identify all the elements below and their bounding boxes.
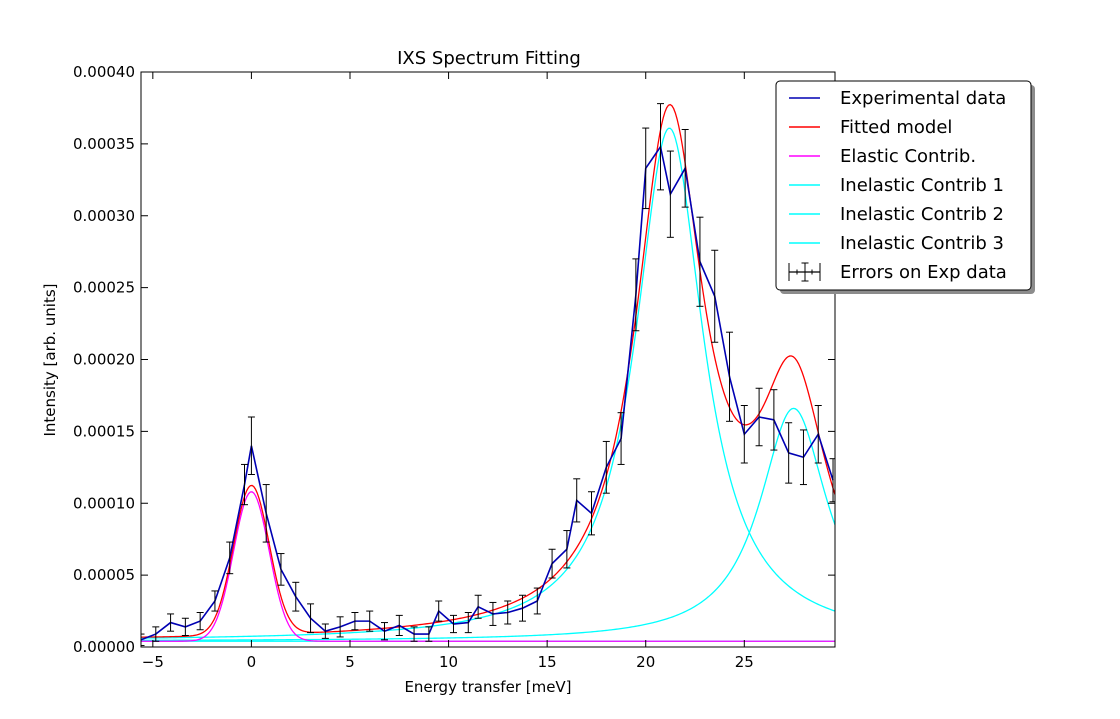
error-bar xyxy=(247,416,255,475)
y-tick-label: 0.00000 xyxy=(73,638,135,656)
error-bar xyxy=(292,581,300,612)
x-axis-label: Energy transfer [meV] xyxy=(404,678,571,696)
legend-item-elastic-contrib: Elastic Contrib. xyxy=(789,146,976,167)
legend-item-experimental-data: Experimental data xyxy=(789,88,1006,109)
error-bar xyxy=(241,463,249,506)
error-bars xyxy=(141,103,835,647)
error-bar xyxy=(632,258,640,332)
error-bar xyxy=(181,617,189,636)
inelastic-contrib-2-curve xyxy=(141,407,835,641)
x-tick-label: −5 xyxy=(142,653,164,671)
x-tick-label: 25 xyxy=(735,653,754,671)
error-bar xyxy=(642,127,650,210)
error-bar xyxy=(380,622,388,641)
error-bar xyxy=(395,614,403,636)
error-bar xyxy=(740,405,748,464)
elastic-contrib-curve xyxy=(141,491,835,642)
legend-swatch xyxy=(788,262,821,282)
error-bar xyxy=(814,405,822,464)
error-bar xyxy=(410,626,418,642)
error-bar xyxy=(711,249,719,343)
legend-label: Inelastic Contrib 1 xyxy=(840,175,1004,196)
legend-item-inelastic-contrib-2: Inelastic Contrib 2 xyxy=(789,204,1004,225)
error-bar xyxy=(588,491,596,536)
y-tick-label: 0.00025 xyxy=(73,279,135,297)
error-bar xyxy=(533,587,541,615)
error-bar xyxy=(617,412,625,465)
error-bar xyxy=(548,548,556,579)
x-tick-label: 10 xyxy=(439,653,458,671)
plot-frame xyxy=(140,71,836,648)
legend-label: Fitted model xyxy=(840,117,952,138)
legend-label: Errors on Exp data xyxy=(840,262,1007,283)
y-tick-label: 0.00020 xyxy=(73,351,135,369)
error-bar xyxy=(657,103,665,191)
legend-item-inelastic-contrib-1: Inelastic Contrib 1 xyxy=(789,175,1004,196)
legend-label: Inelastic Contrib 3 xyxy=(840,233,1004,254)
x-tick-label: 5 xyxy=(345,653,355,671)
plot-curves xyxy=(141,103,835,642)
legend-label: Experimental data xyxy=(840,88,1006,109)
chart-title: IXS Spectrum Fitting xyxy=(397,48,581,69)
error-bar xyxy=(666,150,674,238)
legend-item-errors: Errors on Exp data xyxy=(788,262,1007,283)
y-tick-label: 0.00030 xyxy=(73,207,135,225)
y-tick-label: 0.00015 xyxy=(73,422,135,440)
error-bar xyxy=(321,623,329,639)
fitted-model-curve xyxy=(141,103,835,638)
error-bar xyxy=(336,616,344,638)
error-bar xyxy=(489,601,497,626)
error-bar xyxy=(277,553,285,586)
error-bar xyxy=(435,600,443,622)
legend: Experimental data Fitted model Elastic Con… xyxy=(775,80,1035,294)
error-bar xyxy=(167,613,175,632)
y-tick-label: 0.00035 xyxy=(73,135,135,153)
error-bar xyxy=(504,600,512,625)
error-bar xyxy=(351,612,359,631)
y-tick-label: 0.00040 xyxy=(73,63,135,81)
error-bar xyxy=(785,422,793,484)
error-bar xyxy=(226,541,234,575)
error-bar xyxy=(425,626,433,642)
error-bar xyxy=(755,387,763,447)
y-axis-ticks: 0.00000 0.00005 0.00010 0.00015 0.00020 0.000… xyxy=(73,63,835,656)
legend-item-fitted-model: Fitted model xyxy=(789,117,952,138)
error-bar xyxy=(307,603,315,634)
error-bar xyxy=(829,458,835,503)
x-tick-label: 20 xyxy=(636,653,655,671)
inelastic-contrib-1-curve xyxy=(141,127,835,639)
error-bar xyxy=(449,614,457,634)
error-bar xyxy=(563,530,571,569)
legend-label: Inelastic Contrib 2 xyxy=(840,204,1004,225)
error-bar xyxy=(602,440,610,494)
error-bar xyxy=(519,594,527,622)
error-bar xyxy=(681,129,689,208)
y-tick-label: 0.00005 xyxy=(73,566,135,584)
legend-label: Elastic Contrib. xyxy=(840,146,976,167)
error-bar xyxy=(770,389,778,451)
y-axis-label: Intensity [arb. units] xyxy=(41,283,59,436)
error-bar xyxy=(696,216,704,307)
error-bar xyxy=(262,484,270,543)
error-bar xyxy=(152,626,160,642)
y-tick-label: 0.00010 xyxy=(73,494,135,512)
error-bar xyxy=(196,612,204,631)
x-tick-label: 15 xyxy=(538,653,557,671)
error-bar xyxy=(464,612,472,634)
x-axis-ticks: −5 0 5 10 15 20 25 xyxy=(142,72,754,671)
x-tick-label: 0 xyxy=(247,653,257,671)
error-bar xyxy=(799,429,807,486)
error-bar xyxy=(474,594,482,619)
error-bar xyxy=(726,331,734,422)
error-bar xyxy=(573,478,581,523)
experimental-data-line xyxy=(141,144,834,641)
error-bar xyxy=(211,590,219,612)
error-bar xyxy=(366,610,374,632)
legend-item-inelastic-contrib-3: Inelastic Contrib 3 xyxy=(789,233,1004,254)
error-bar xyxy=(141,633,145,647)
